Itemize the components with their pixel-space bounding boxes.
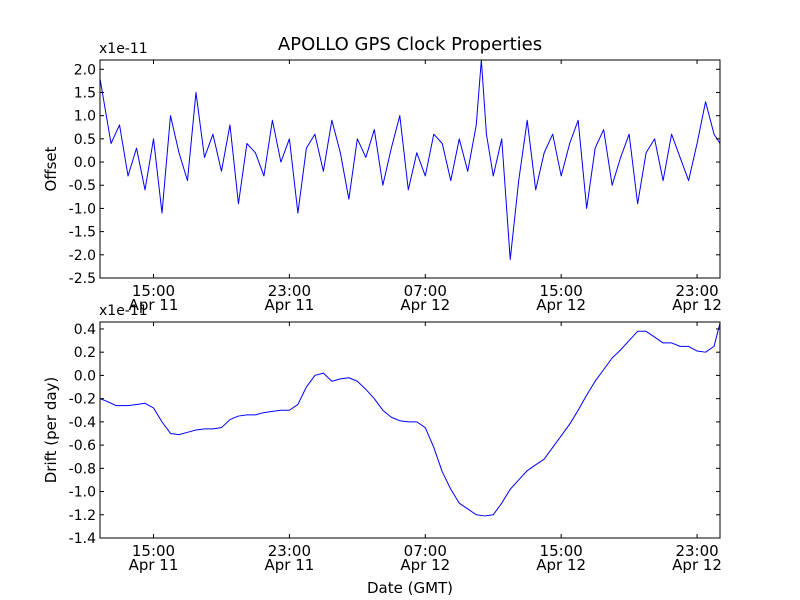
drift-xtick-label-date: Apr 11 — [129, 556, 179, 574]
offset-ytick-label: 1.5 — [74, 85, 96, 101]
offset-xtick-label-time: 23:00 — [268, 282, 311, 300]
offset-xtick-label-date: Apr 11 — [129, 296, 179, 314]
drift-xtick-label-time: 15:00 — [132, 542, 175, 560]
offset-xtick-label-time: 15:00 — [540, 282, 583, 300]
drift-y-multiplier: x1e-11 — [99, 303, 148, 319]
offset-xtick-label-date: Apr 11 — [264, 296, 314, 314]
drift-y-ticks: 0.4 0.2 0.0 -0.2 -0.4 -0.6 -0.8 -1.0 -1.2 -1.4 — [69, 322, 720, 547]
offset-ytick-label: -2.0 — [69, 248, 96, 264]
drift-plot-frame — [99, 321, 721, 539]
offset-xtick-label-date: Apr 12 — [672, 296, 722, 314]
drift-panel: 0.4 0.2 0.0 -0.2 -0.4 -0.6 -0.8 -1.0 -1.2 -1.4 15… — [42, 303, 722, 597]
drift-xtick-label-date: Apr 12 — [672, 556, 722, 574]
drift-xtick-label-date: Apr 11 — [264, 556, 314, 574]
drift-ytick-label: -0.2 — [69, 392, 96, 408]
offset-y-multiplier: x1e-11 — [99, 41, 148, 57]
drift-ytick-label: -1.4 — [69, 531, 96, 547]
drift-ytick-label: -1.0 — [69, 485, 96, 501]
drift-ytick-label: -0.8 — [69, 461, 96, 477]
offset-ytick-label: -2.5 — [69, 271, 96, 287]
drift-ytick-label: -1.2 — [69, 508, 96, 524]
offset-xtick-label-time: 15:00 — [132, 282, 175, 300]
offset-ytick-label: -1.5 — [69, 225, 96, 241]
offset-panel: 2.0 1.5 1.0 0.5 0.0 -0.5 -1.0 -1.5 -2.0 -2.5 15:0… — [42, 41, 722, 314]
offset-y-axis-label: Offset — [42, 146, 60, 191]
offset-ytick-label: 0.0 — [74, 155, 96, 171]
offset-ytick-label: 0.5 — [74, 132, 96, 148]
drift-xtick-label-date: Apr 12 — [400, 556, 450, 574]
figure-title: APOLLO GPS Clock Properties — [278, 34, 542, 55]
drift-y-axis-label: Drift (per day) — [42, 377, 60, 484]
offset-ytick-label: -1.0 — [69, 201, 96, 217]
drift-xtick-label-time: 23:00 — [675, 542, 718, 560]
drift-xtick-label-time: 15:00 — [540, 542, 583, 560]
offset-y-ticks: 2.0 1.5 1.0 0.5 0.0 -0.5 -1.0 -1.5 -2.0 -2.5 — [69, 62, 720, 287]
offset-plot-frame — [99, 59, 721, 279]
offset-xtick-label-time: 23:00 — [675, 282, 718, 300]
offset-ytick-label: -0.5 — [69, 178, 96, 194]
offset-series-line — [99, 59, 721, 260]
drift-series-line — [99, 323, 721, 517]
drift-ytick-label: -0.6 — [69, 438, 96, 454]
drift-xtick-label-time: 07:00 — [404, 542, 447, 560]
offset-ytick-label: 2.0 — [74, 62, 96, 78]
offset-ytick-label: 1.0 — [74, 109, 96, 125]
offset-xtick-label-date: Apr 12 — [400, 296, 450, 314]
offset-xtick-label-time: 07:00 — [404, 282, 447, 300]
x-axis-label: Date (GMT) — [367, 579, 453, 597]
drift-xtick-label-time: 23:00 — [268, 542, 311, 560]
drift-ytick-label: 0.2 — [74, 345, 96, 361]
drift-xtick-label-date: Apr 12 — [536, 556, 586, 574]
drift-ytick-label: -0.4 — [69, 415, 96, 431]
offset-xtick-label-date: Apr 12 — [536, 296, 586, 314]
drift-ytick-label: 0.0 — [74, 368, 96, 384]
drift-ytick-label: 0.4 — [74, 322, 96, 338]
